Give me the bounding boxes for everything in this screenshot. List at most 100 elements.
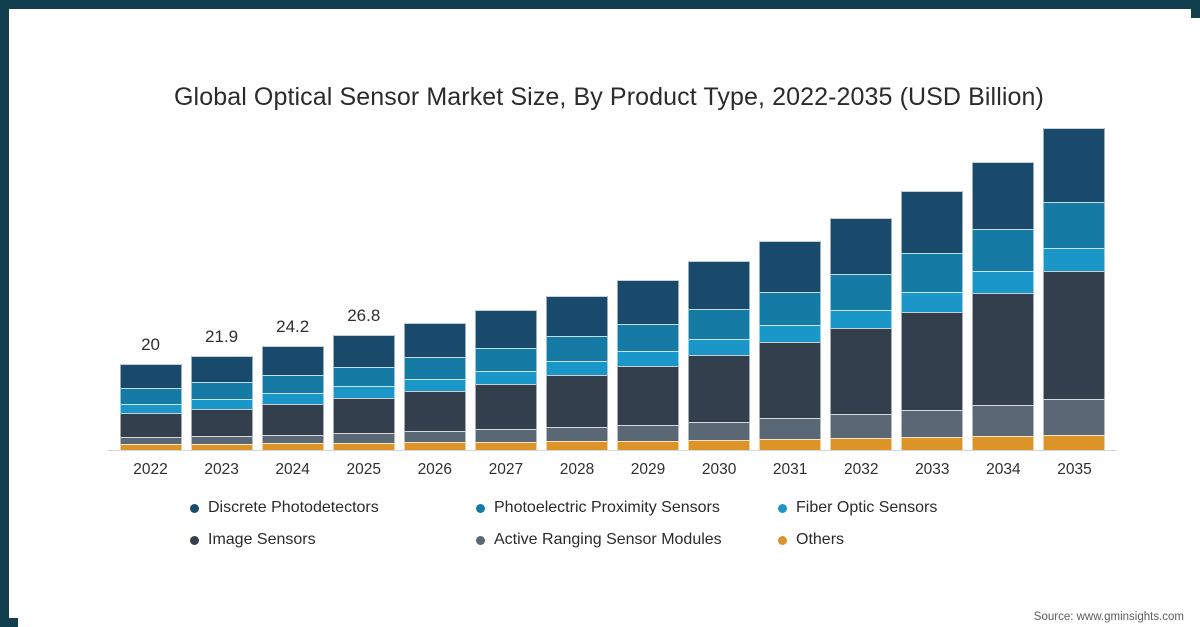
bar-segment[interactable] [332, 442, 395, 450]
bar-segment[interactable] [688, 308, 751, 339]
bar-segment[interactable] [119, 443, 182, 450]
bar-stack[interactable]: 2026 [403, 323, 466, 478]
bar-segment[interactable] [830, 217, 893, 274]
bar-stack[interactable]: 2033 [901, 191, 964, 478]
bar-segment[interactable] [617, 323, 680, 352]
bar-segment[interactable] [261, 392, 324, 404]
bar-segment[interactable] [901, 437, 964, 450]
bar-segment[interactable] [403, 431, 466, 443]
bar-segment[interactable] [972, 292, 1035, 405]
bar-segment[interactable] [332, 366, 395, 387]
bar-segment[interactable] [119, 437, 182, 444]
bar-segment[interactable] [261, 443, 324, 450]
bar-segment[interactable] [474, 383, 537, 430]
bar-segment[interactable] [830, 309, 893, 329]
bar-segment[interactable] [332, 397, 395, 433]
bar-stack[interactable]: 2035 [1043, 128, 1106, 478]
bar-segment[interactable] [1043, 201, 1106, 249]
bar-segment[interactable] [190, 382, 253, 399]
bar-segment[interactable] [403, 442, 466, 450]
bar-segment[interactable] [972, 271, 1035, 293]
bar-segment[interactable] [190, 408, 253, 436]
bar-stack[interactable]: 24.2 2024 [261, 317, 324, 478]
bar-segment[interactable] [474, 310, 537, 348]
bar-segment[interactable] [119, 363, 182, 389]
bar-segment[interactable] [617, 440, 680, 450]
bar-segment[interactable] [545, 361, 608, 376]
bar-segment[interactable] [901, 252, 964, 293]
bar-segment[interactable] [474, 347, 537, 371]
bar-stack[interactable]: 2032 [830, 217, 893, 478]
bar-segment[interactable] [972, 161, 1035, 229]
bar-segment[interactable] [403, 379, 466, 392]
legend-item[interactable]: Discrete Photodetectors [190, 499, 379, 517]
bar-segment[interactable] [545, 295, 608, 336]
bar-segment[interactable] [190, 398, 253, 409]
bar-stack[interactable]: 26.8 2025 [332, 306, 395, 478]
bar-segment[interactable] [474, 370, 537, 384]
bar-segment[interactable] [830, 273, 893, 310]
bar-segment[interactable] [617, 424, 680, 441]
bar-segment[interactable] [759, 240, 822, 293]
bar-stack[interactable]: 2029 [617, 279, 680, 478]
bar-segment[interactable] [901, 311, 964, 410]
bar-stack[interactable]: 2031 [759, 240, 822, 478]
bar-segment[interactable] [261, 403, 324, 435]
bar-segment[interactable] [190, 435, 253, 444]
bar-segment[interactable] [403, 357, 466, 379]
bar-segment[interactable] [119, 403, 182, 414]
bar-segment[interactable] [1043, 434, 1106, 450]
bar-segment[interactable] [190, 443, 253, 450]
bar-segment[interactable] [261, 374, 324, 393]
bar-segment[interactable] [545, 335, 608, 362]
bar-segment[interactable] [545, 375, 608, 427]
bar-segment[interactable] [190, 355, 253, 383]
bar-segment[interactable] [403, 323, 466, 358]
bar-segment[interactable] [617, 351, 680, 367]
bar-stack[interactable]: 2034 [972, 161, 1035, 478]
bar-segment[interactable] [901, 191, 964, 253]
bar-segment[interactable] [1043, 248, 1106, 272]
bar-stack[interactable]: 21.9 2023 [190, 327, 253, 478]
bar-segment[interactable] [617, 366, 680, 425]
bar-stack[interactable]: 20 2022 [119, 335, 182, 478]
bar-segment[interactable] [545, 440, 608, 450]
bar-segment[interactable] [972, 435, 1035, 450]
legend-item[interactable]: Fiber Optic Sensors [778, 499, 937, 517]
bar-segment[interactable] [1043, 271, 1106, 399]
bar-segment[interactable] [759, 438, 822, 450]
legend-item[interactable]: Photoelectric Proximity Sensors [476, 499, 720, 517]
bar-segment[interactable] [119, 388, 182, 404]
bar-segment[interactable] [617, 279, 680, 324]
bar-segment[interactable] [901, 292, 964, 312]
legend-item[interactable]: Image Sensors [190, 531, 316, 549]
bar-segment[interactable] [759, 325, 822, 343]
bar-segment[interactable] [688, 354, 751, 422]
bar-segment[interactable] [830, 437, 893, 450]
legend-item[interactable]: Active Ranging Sensor Modules [476, 531, 722, 549]
bar-segment[interactable] [688, 421, 751, 440]
bar-segment[interactable] [474, 429, 537, 442]
bar-segment[interactable] [332, 386, 395, 398]
bar-segment[interactable] [759, 418, 822, 439]
bar-segment[interactable] [332, 334, 395, 367]
bar-segment[interactable] [688, 338, 751, 355]
bar-segment[interactable] [1043, 128, 1106, 202]
bar-segment[interactable] [261, 434, 324, 444]
bar-segment[interactable] [972, 404, 1035, 436]
bar-segment[interactable] [759, 342, 822, 419]
bar-segment[interactable] [332, 432, 395, 443]
bar-stack[interactable]: 2027 [474, 310, 537, 478]
bar-segment[interactable] [688, 439, 751, 450]
bar-segment[interactable] [688, 261, 751, 309]
bar-segment[interactable] [261, 345, 324, 375]
bar-segment[interactable] [830, 414, 893, 438]
bar-segment[interactable] [830, 328, 893, 415]
bar-segment[interactable] [972, 228, 1035, 272]
bar-segment[interactable] [403, 391, 466, 432]
legend-item[interactable]: Others [778, 531, 844, 549]
bar-segment[interactable] [545, 426, 608, 441]
bar-segment[interactable] [474, 441, 537, 450]
bar-segment[interactable] [759, 292, 822, 326]
bar-stack[interactable]: 2030 [688, 261, 751, 478]
